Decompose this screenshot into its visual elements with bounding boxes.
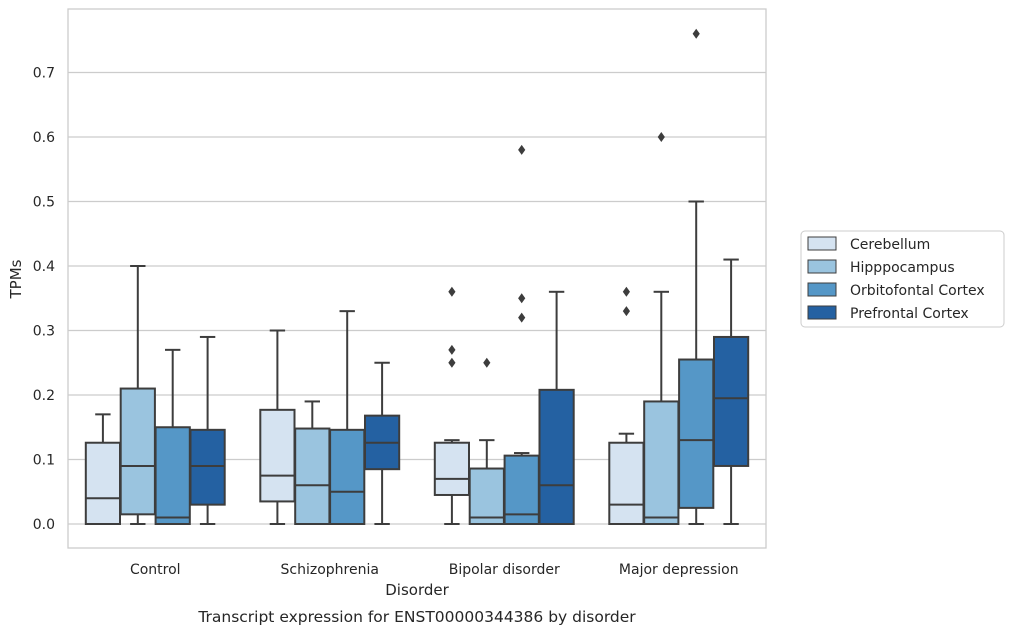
x-tick-label: Bipolar disorder <box>449 562 560 578</box>
x-axis-label: Disorder <box>385 581 449 599</box>
box <box>119 387 156 516</box>
box-group <box>189 335 226 525</box>
box <box>468 467 505 525</box>
legend-swatch <box>807 236 837 251</box>
plot-boxes <box>84 28 750 526</box>
box-group <box>643 132 680 526</box>
box <box>259 408 296 503</box>
y-tick-label: 0.3 <box>33 324 55 340</box>
y-axis-label: TPMs <box>7 259 25 299</box>
y-tick-label: 0.0 <box>33 517 55 533</box>
legend-label: Hipppocampus <box>850 260 955 276</box>
box <box>329 428 366 525</box>
outlier-point <box>518 293 526 304</box>
chart-caption: Transcript expression for ENST0000034438… <box>197 608 636 626</box>
box-group <box>329 310 366 525</box>
outlier-point <box>518 312 526 323</box>
box <box>294 427 331 526</box>
box-group <box>363 361 401 525</box>
box <box>643 400 680 526</box>
box-group <box>84 413 122 526</box>
y-tick-label: 0.4 <box>33 259 55 275</box>
box-group <box>712 258 750 525</box>
y-axis-ticks: 0.0 0.1 0.2 0.3 0.4 0.5 0.6 0.7 <box>33 66 55 534</box>
box <box>538 388 575 525</box>
outlier-point <box>448 344 456 355</box>
legend-label: Orbitofontal Cortex <box>850 283 985 299</box>
y-tick-label: 0.7 <box>33 66 55 82</box>
outlier-point <box>448 357 456 368</box>
x-tick-label: Control <box>130 562 181 578</box>
legend-label: Prefrontal Cortex <box>850 306 969 322</box>
box-group <box>294 400 331 526</box>
box <box>712 335 750 467</box>
plot-frame <box>67 8 767 549</box>
outlier-point <box>657 132 665 142</box>
legend: Cerebellum Hipppocampus Orbitofontal Corte… <box>800 230 1005 328</box>
box <box>678 358 715 509</box>
y-tick-label: 0.2 <box>33 388 55 404</box>
outlier-point <box>483 357 491 368</box>
box-group <box>119 265 156 525</box>
y-tick-label: 0.6 <box>33 130 55 146</box>
box <box>154 426 191 525</box>
legend-swatch <box>807 305 837 320</box>
box <box>433 441 471 496</box>
box-group <box>154 348 191 525</box>
y-tick-label: 0.1 <box>33 453 55 469</box>
legend-swatch <box>807 259 837 274</box>
x-axis-ticks: Control Schizophrenia Bipolar disorder Majo… <box>130 562 739 578</box>
outlier-point <box>448 286 456 297</box>
box-group <box>608 286 645 526</box>
box <box>189 428 226 506</box>
x-tick-label: Major depression <box>619 562 739 578</box>
box <box>84 441 122 526</box>
box-group <box>433 286 471 525</box>
legend-swatch <box>807 282 837 297</box>
box-group <box>259 329 296 525</box>
outlier-point <box>622 306 630 317</box>
legend-label: Cerebellum <box>850 237 930 253</box>
y-tick-label: 0.5 <box>33 195 55 211</box>
outlier-point <box>692 28 700 39</box>
outlier-point <box>622 286 630 297</box>
box <box>608 441 645 526</box>
x-tick-label: Schizophrenia <box>281 562 379 578</box>
box-group <box>503 144 540 526</box>
outlier-point <box>518 144 526 155</box>
box-group <box>538 290 575 525</box>
box-group <box>468 357 505 525</box>
legend-frame <box>800 230 1005 328</box>
box-group <box>678 28 715 525</box>
